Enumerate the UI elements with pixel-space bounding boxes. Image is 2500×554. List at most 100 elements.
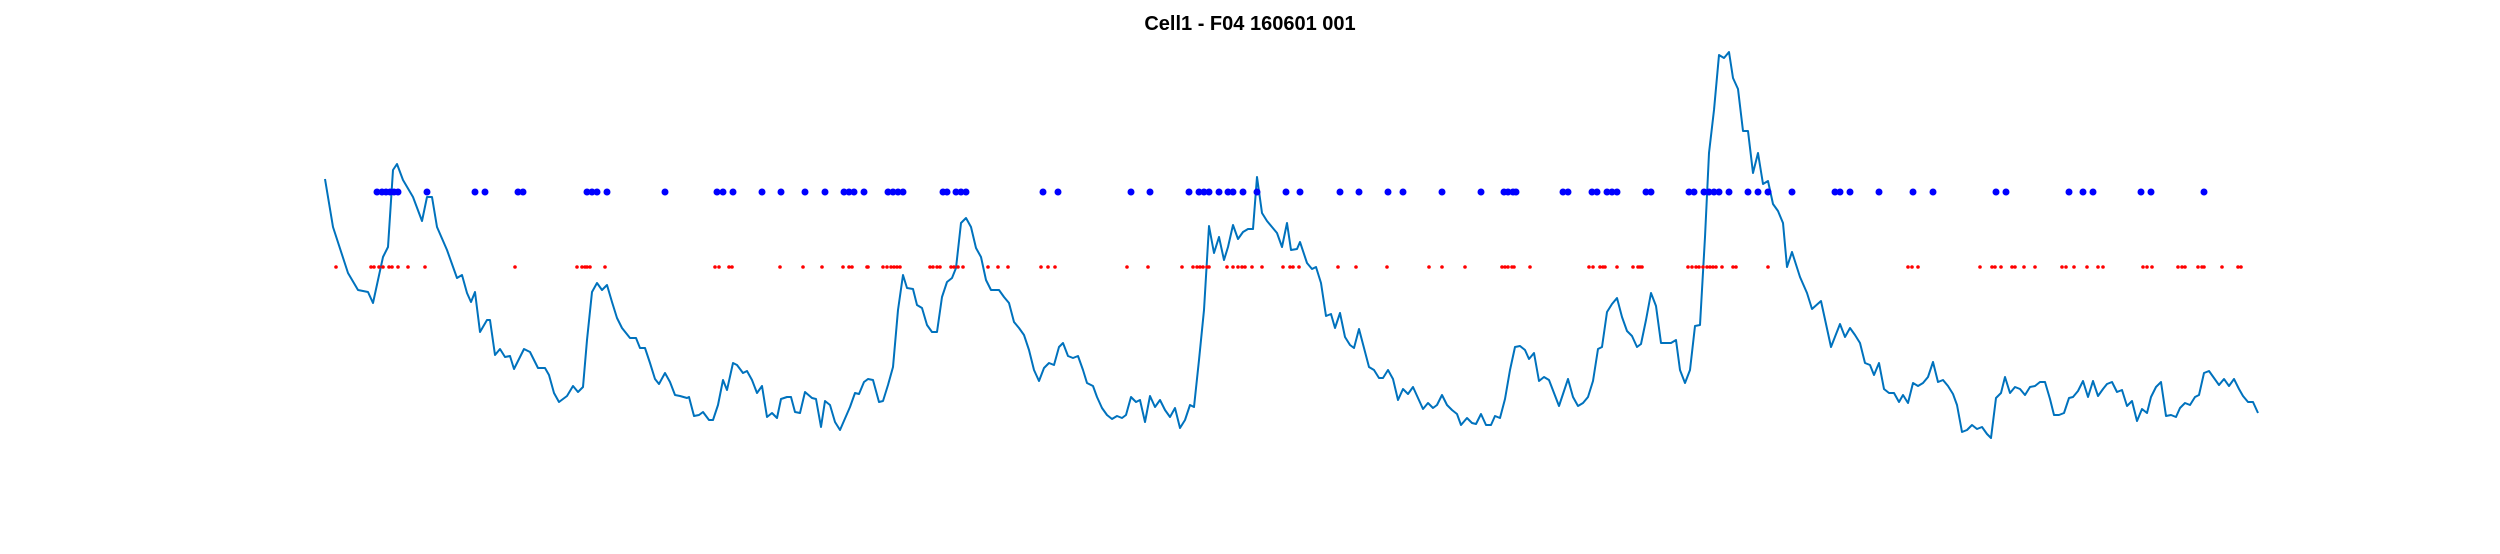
red-event-dot: [1690, 265, 1694, 269]
red-event-dot: [1705, 265, 1709, 269]
blue-event-dot: [1875, 188, 1883, 196]
red-event-dot: [1615, 265, 1619, 269]
red-event-dot: [2022, 265, 2026, 269]
red-event-dot: [580, 265, 584, 269]
red-event-dot: [1225, 265, 1229, 269]
red-event-dot: [2060, 265, 2064, 269]
blue-event-dot: [519, 188, 527, 196]
blue-event-dot: [423, 188, 431, 196]
red-event-dot: [961, 265, 965, 269]
red-event-dot: [949, 265, 953, 269]
blue-event-dot: [1725, 188, 1733, 196]
red-event-dot: [1125, 265, 1129, 269]
blue-event-dot: [1690, 188, 1698, 196]
red-event-dot: [1587, 265, 1591, 269]
red-event-dot: [956, 265, 960, 269]
blue-event-dot: [1564, 188, 1572, 196]
red-event-dot: [585, 265, 589, 269]
blue-event-dot: [1710, 188, 1718, 196]
red-event-dot: [2150, 265, 2154, 269]
red-event-dot: [1053, 265, 1057, 269]
red-event-dot: [1354, 265, 1358, 269]
blue-event-dot: [2200, 188, 2208, 196]
red-event-dot: [1427, 265, 1431, 269]
red-event-dot: [2013, 265, 2017, 269]
blue-event-dot: [593, 188, 601, 196]
blue-event-dot: [2079, 188, 2087, 196]
red-event-dot: [372, 265, 376, 269]
blue-event-dot: [1608, 188, 1616, 196]
red-event-dot: [1236, 265, 1240, 269]
red-event-dot: [513, 265, 517, 269]
blue-event-dot: [373, 188, 381, 196]
blue-event-dot: [840, 188, 848, 196]
red-event-dot: [1297, 265, 1301, 269]
blue-event-dot: [2002, 188, 2010, 196]
red-event-dot: [938, 265, 942, 269]
red-event-dot: [1686, 265, 1690, 269]
red-event-dot: [713, 265, 717, 269]
blue-event-dot: [603, 188, 611, 196]
blue-event-dot: [1559, 188, 1567, 196]
red-event-dot: [2064, 265, 2068, 269]
red-event-dot: [2101, 265, 2105, 269]
red-event-dot: [717, 265, 721, 269]
blue-event-dot: [713, 188, 721, 196]
red-event-dot: [1603, 265, 1607, 269]
red-event-dot: [1701, 265, 1705, 269]
red-event-dot: [1990, 265, 1994, 269]
trace-line: [324, 51, 2259, 439]
red-event-dot: [931, 265, 935, 269]
red-event-dot: [885, 265, 889, 269]
red-event-dot: [1463, 265, 1467, 269]
blue-event-dot: [1846, 188, 1854, 196]
red-event-dot: [889, 265, 893, 269]
blue-event-dot: [1700, 188, 1708, 196]
red-event-dot: [369, 265, 373, 269]
blue-event-dot: [1205, 188, 1213, 196]
blue-event-dot: [1296, 188, 1304, 196]
red-event-dot: [1201, 265, 1205, 269]
blue-event-dot: [1224, 188, 1232, 196]
blue-event-dot: [1929, 188, 1937, 196]
blue-event-dot: [1185, 188, 1193, 196]
red-event-series: [334, 265, 2243, 269]
blue-event-dot: [957, 188, 965, 196]
red-event-dot: [881, 265, 885, 269]
red-event-dot: [396, 265, 400, 269]
red-event-dot: [1146, 265, 1150, 269]
red-event-dot: [1697, 265, 1701, 269]
blue-event-dot: [821, 188, 829, 196]
red-event-dot: [1640, 265, 1644, 269]
red-event-dot: [2072, 265, 2076, 269]
blue-event-dot: [471, 188, 479, 196]
red-event-dot: [1528, 265, 1532, 269]
blue-event-dot: [1399, 188, 1407, 196]
blue-event-dot: [1754, 188, 1762, 196]
red-event-dot: [2202, 265, 2206, 269]
blue-event-dot: [1336, 188, 1344, 196]
red-event-dot: [1708, 265, 1712, 269]
blue-event-dot: [758, 188, 766, 196]
red-event-dot: [1006, 265, 1010, 269]
red-event-dot: [1731, 265, 1735, 269]
blue-event-dot: [514, 188, 522, 196]
red-event-dot: [2196, 265, 2200, 269]
red-event-dot: [1906, 265, 1910, 269]
red-event-dot: [1503, 265, 1507, 269]
blue-event-dot: [1715, 188, 1723, 196]
red-event-dot: [1734, 265, 1738, 269]
red-event-dot: [1250, 265, 1254, 269]
red-event-dot: [866, 265, 870, 269]
blue-event-dot: [583, 188, 591, 196]
red-event-dot: [1191, 265, 1195, 269]
red-event-dot: [2010, 265, 2014, 269]
blue-event-dot: [943, 188, 951, 196]
blue-event-dot: [1831, 188, 1839, 196]
red-event-dot: [928, 265, 932, 269]
blue-event-dot: [1215, 188, 1223, 196]
red-event-dot: [2236, 265, 2240, 269]
red-event-dot: [952, 265, 956, 269]
red-event-dot: [588, 265, 592, 269]
blue-event-dot: [1788, 188, 1796, 196]
